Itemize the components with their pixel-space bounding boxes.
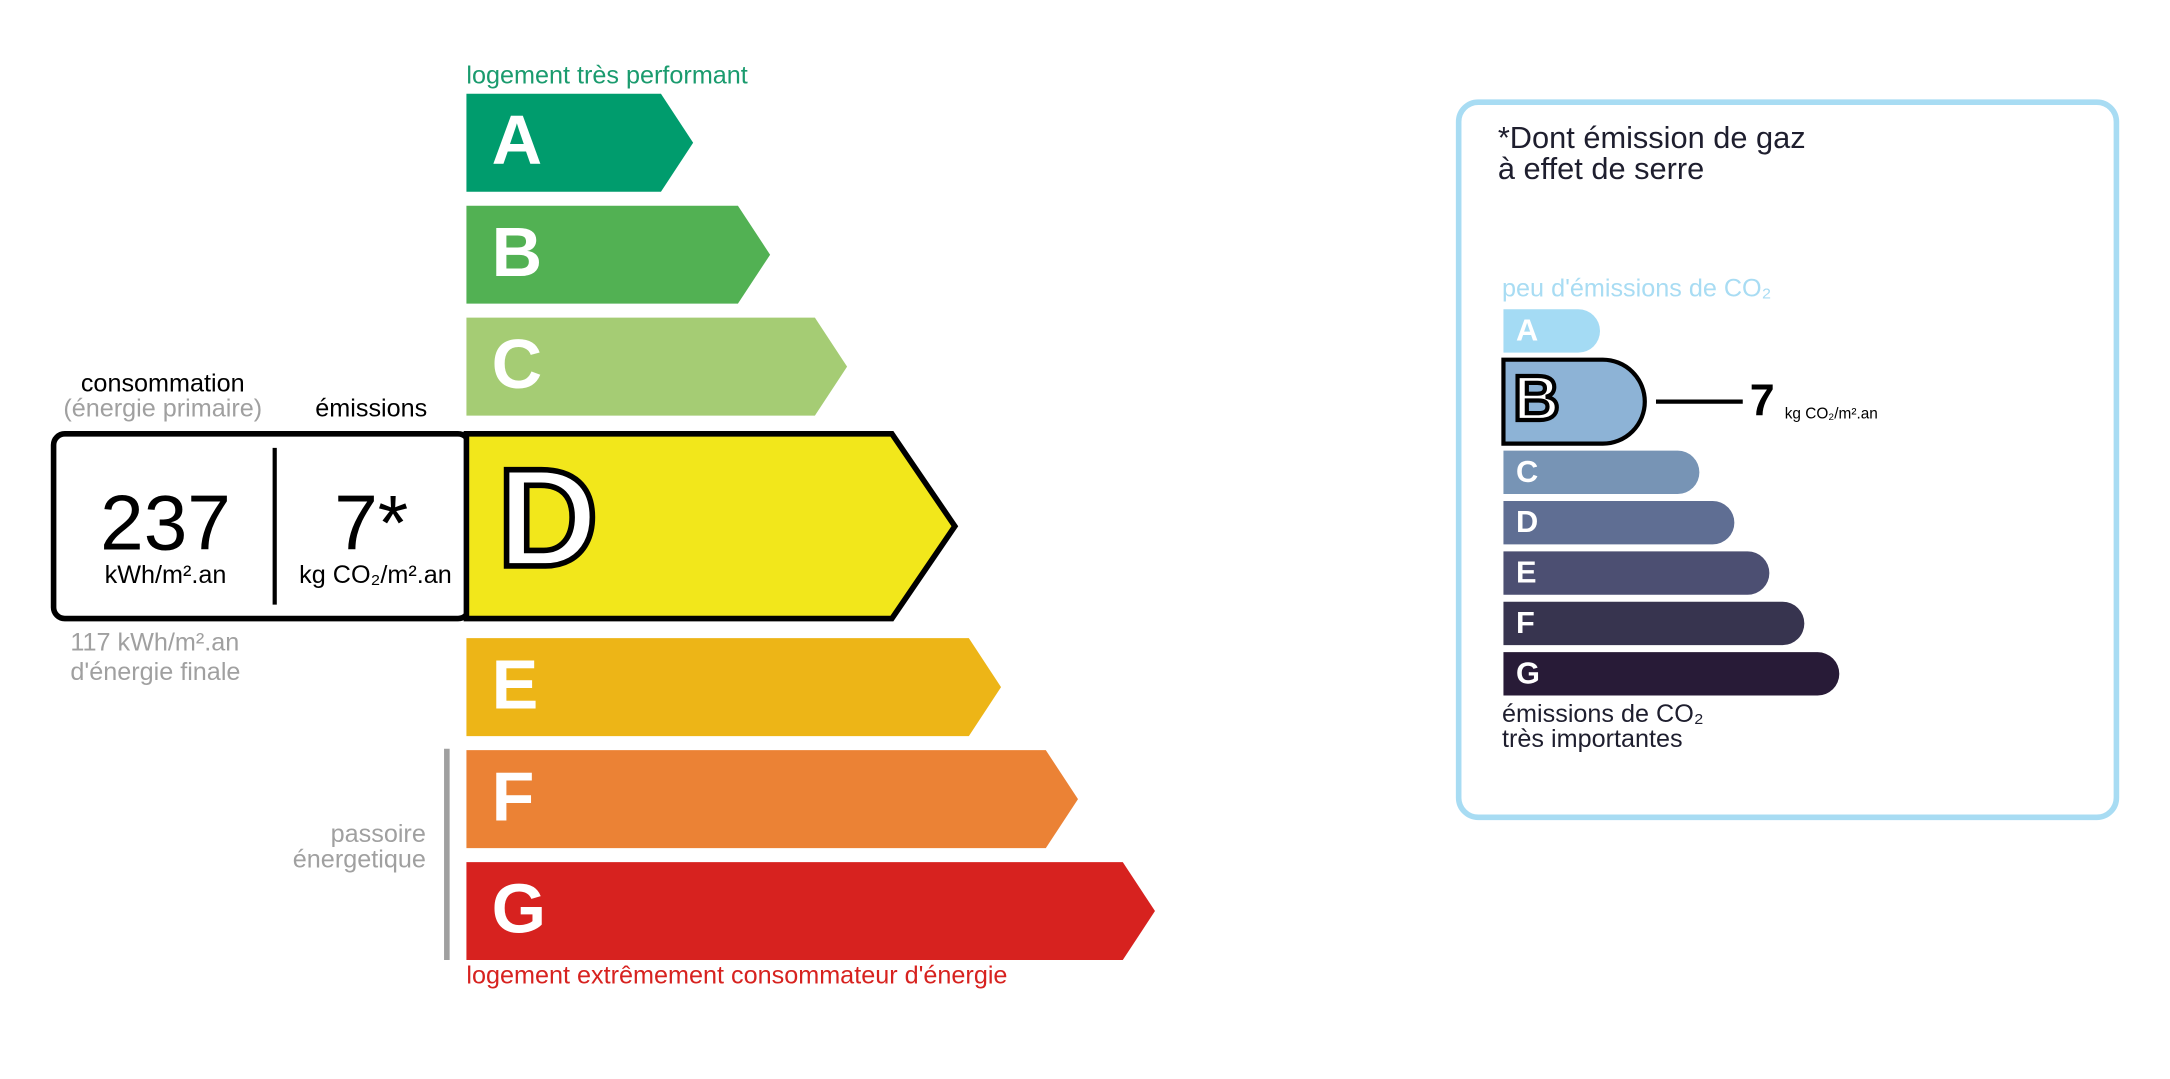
ges-top-label: peu d'émissions de CO₂	[1502, 274, 1771, 302]
energy-arrow	[466, 750, 1079, 849]
ges-bottom-label: émissions de CO₂	[1502, 700, 1704, 728]
ges-unit: kg CO₂/m².an	[1785, 405, 1878, 422]
passoire-label: passoire	[331, 820, 426, 848]
consumption-unit: kWh/m².an	[105, 561, 227, 589]
emissions-unit: kg CO₂/m².an	[299, 561, 452, 589]
energy-arrow	[466, 638, 1002, 737]
energy-letter: C	[492, 325, 543, 403]
ges-title: *Dont émission de gaz	[1498, 120, 1806, 155]
energy-arrow	[466, 317, 848, 416]
energy-arrow	[463, 431, 959, 622]
energy-letter: B	[492, 213, 543, 291]
emissions-label: émissions	[315, 395, 427, 423]
ges-letter: G	[1516, 655, 1540, 690]
ges-bar	[1503, 601, 1805, 646]
final-label: d'énergie finale	[70, 658, 240, 686]
bottom-label: logement extrêmement consommateur d'éner…	[466, 961, 1007, 989]
ges-bar	[1503, 652, 1840, 696]
energy-arrow	[466, 862, 1155, 961]
energy-letter: A	[492, 101, 543, 179]
ges-letter: F	[1516, 605, 1535, 640]
consumption-sublabel: (énergie primaire)	[63, 395, 262, 423]
energy-letter: G	[492, 869, 546, 947]
energy-letter: D	[497, 439, 598, 596]
ges-title: à effet de serre	[1498, 151, 1704, 186]
energy-arrow	[466, 205, 771, 304]
energy-letter: E	[492, 645, 539, 723]
ges-bar	[1503, 551, 1770, 595]
ges-bar	[1503, 450, 1700, 495]
ges-bar	[1501, 357, 1647, 446]
emissions-value: 7*	[334, 479, 408, 567]
ges-letter: E	[1516, 555, 1537, 590]
consumption-label: consommation	[81, 370, 245, 398]
top-label: logement très performant	[466, 62, 747, 90]
ges-letter: B	[1513, 362, 1559, 434]
energy-letter: F	[492, 757, 535, 835]
ges-letter: C	[1516, 454, 1538, 489]
ges-bar	[1503, 501, 1735, 545]
consumption-value: 237	[100, 479, 231, 567]
passoire-label: énergetique	[293, 845, 426, 873]
ges-value: 7	[1750, 375, 1775, 425]
energy-arrow	[466, 93, 694, 192]
ges-letter: D	[1516, 504, 1538, 539]
final-value: 117 kWh/m².an	[70, 628, 239, 656]
ges-bottom-label: très importantes	[1502, 725, 1683, 753]
ges-letter: A	[1516, 313, 1538, 348]
ges-bar	[1503, 309, 1601, 353]
